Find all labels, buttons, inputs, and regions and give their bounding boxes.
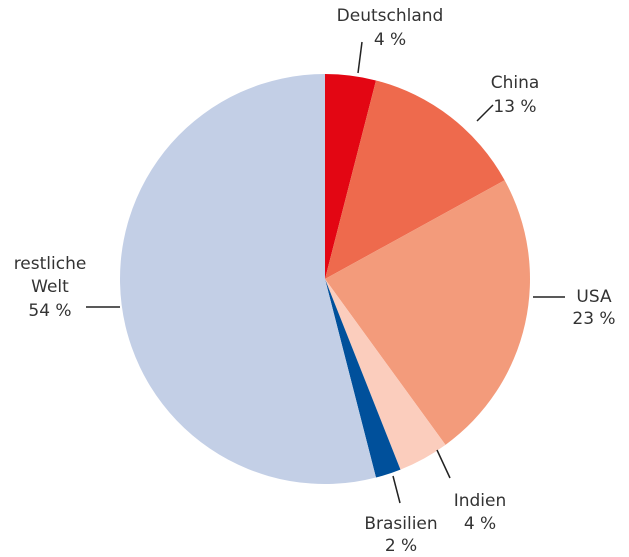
slice-value-label: 4 % xyxy=(464,514,496,534)
pie-slice xyxy=(325,180,531,445)
slice-value-label: 4 % xyxy=(374,30,406,50)
slice-label: restliche Welt xyxy=(14,254,87,297)
pie-slice xyxy=(325,74,376,279)
slice-label: Deutschland xyxy=(337,6,444,26)
slice-value-label: 54 % xyxy=(28,301,71,321)
leader-line xyxy=(436,449,451,479)
pie-slice xyxy=(325,279,446,470)
pie-slice xyxy=(325,80,505,279)
slice-label: USA xyxy=(576,287,612,307)
slice-value-label: 23 % xyxy=(572,309,615,329)
slice-value-label: 13 % xyxy=(493,97,536,117)
leader-line xyxy=(357,41,363,74)
slice-label: Brasilien xyxy=(364,514,437,534)
leader-line xyxy=(476,104,494,122)
leader-line xyxy=(392,475,401,504)
pie-slice xyxy=(325,279,401,478)
pie-slice xyxy=(120,74,376,484)
slice-value-label: 2 % xyxy=(385,536,417,556)
slice-label: China xyxy=(491,73,540,93)
slice-label: Indien xyxy=(454,491,507,511)
